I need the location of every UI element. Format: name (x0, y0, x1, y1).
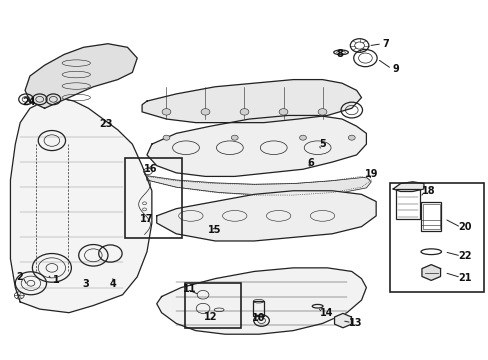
Circle shape (347, 135, 354, 140)
Polygon shape (25, 44, 137, 108)
Bar (420, 202, 441, 231)
Text: 18: 18 (421, 186, 435, 197)
Circle shape (163, 135, 169, 140)
Circle shape (240, 109, 248, 115)
Text: 1: 1 (53, 275, 60, 285)
Circle shape (318, 109, 326, 115)
Text: 24: 24 (22, 97, 36, 107)
Text: 14: 14 (319, 308, 332, 318)
Bar (395, 189, 419, 220)
Circle shape (299, 135, 306, 140)
Text: 11: 11 (183, 284, 196, 294)
Text: 6: 6 (306, 158, 313, 168)
Text: 20: 20 (457, 222, 471, 232)
Text: 17: 17 (140, 215, 153, 224)
Text: 3: 3 (82, 279, 89, 289)
Text: 7: 7 (382, 39, 388, 49)
Circle shape (162, 109, 170, 115)
Text: 9: 9 (391, 64, 398, 74)
Text: 5: 5 (319, 139, 325, 149)
Text: 23: 23 (99, 120, 112, 129)
Polygon shape (10, 98, 152, 313)
Polygon shape (421, 265, 440, 280)
Polygon shape (147, 116, 366, 176)
Polygon shape (142, 80, 361, 123)
Text: 10: 10 (252, 313, 265, 323)
Bar (389, 183, 484, 292)
Polygon shape (157, 268, 366, 334)
Polygon shape (157, 191, 375, 241)
Text: 21: 21 (457, 273, 471, 283)
Bar (184, 283, 240, 328)
Text: 13: 13 (348, 318, 362, 328)
Text: 4: 4 (109, 279, 116, 289)
Circle shape (231, 135, 238, 140)
Bar (253, 301, 264, 316)
Circle shape (279, 109, 287, 115)
Polygon shape (392, 182, 423, 192)
Polygon shape (334, 314, 351, 328)
Text: 2: 2 (16, 272, 22, 282)
Text: 15: 15 (207, 225, 221, 235)
Circle shape (201, 109, 209, 115)
Polygon shape (147, 176, 370, 195)
Bar (422, 204, 439, 229)
Text: 19: 19 (364, 168, 377, 179)
Text: 12: 12 (203, 312, 217, 322)
Text: 22: 22 (457, 251, 471, 261)
Bar (125, 158, 182, 238)
Text: 16: 16 (144, 164, 157, 174)
Text: 8: 8 (335, 49, 342, 59)
